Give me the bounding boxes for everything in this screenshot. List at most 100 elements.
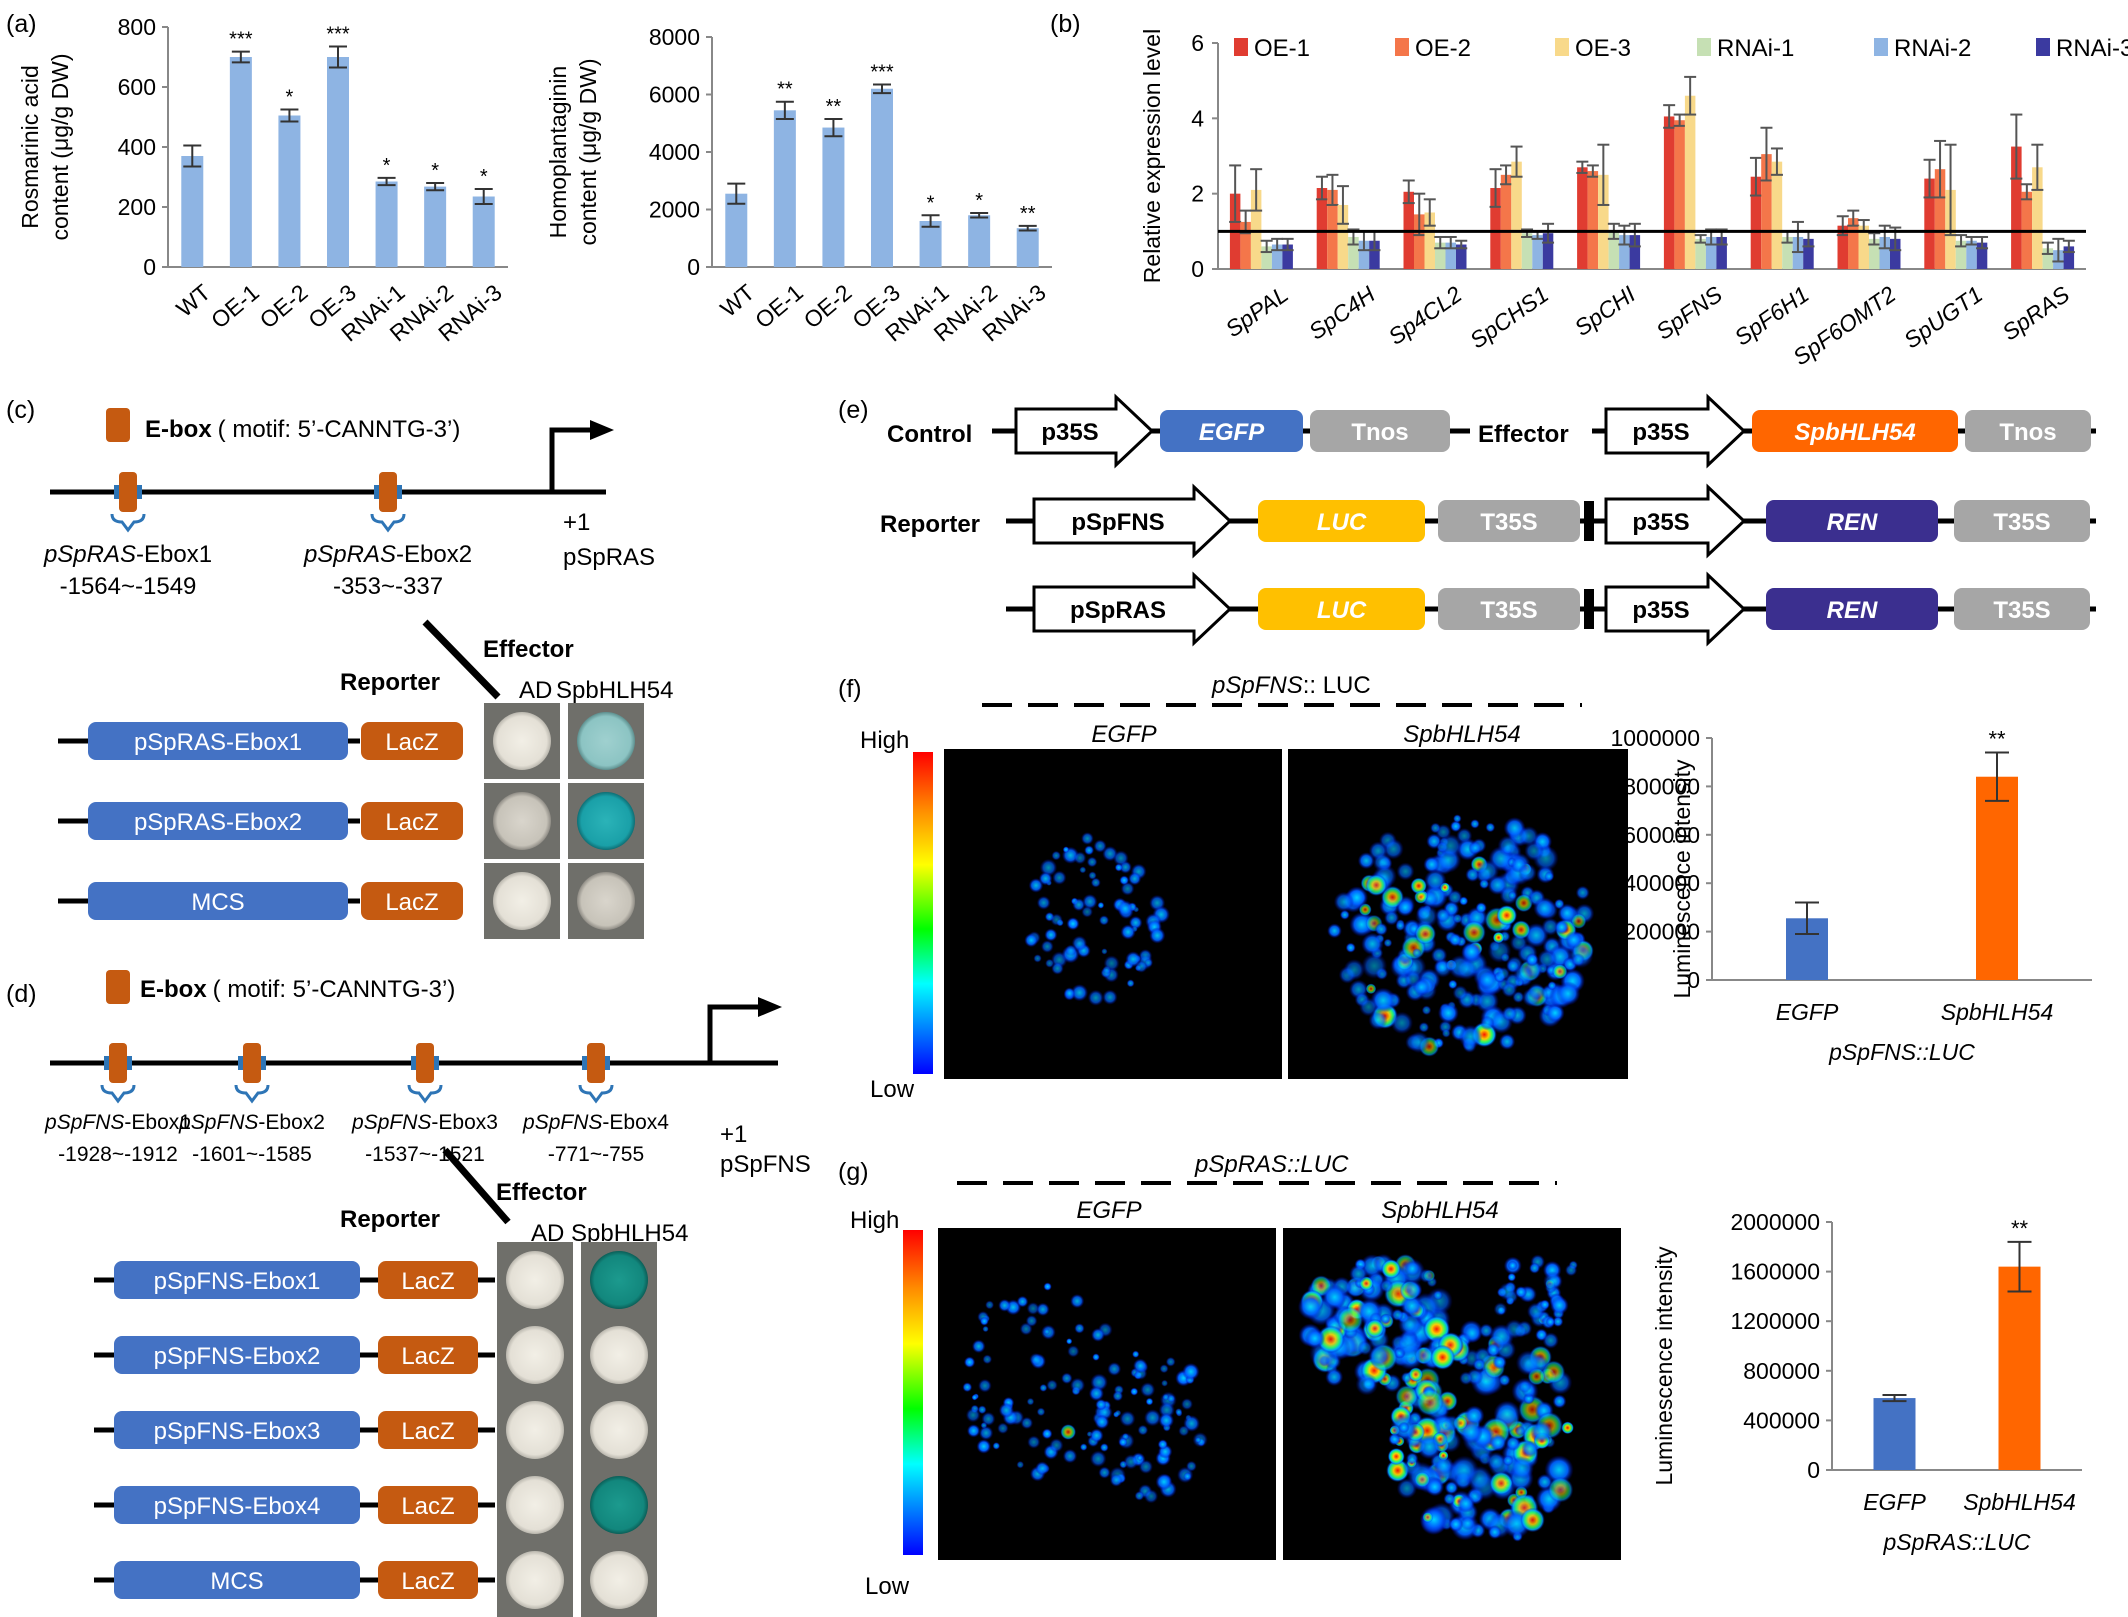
luminescence-spot xyxy=(1395,1331,1421,1357)
luminescence-spot xyxy=(1333,891,1354,913)
luminescence-spot xyxy=(1561,1421,1574,1435)
panel-label-g: (g) xyxy=(838,1158,869,1186)
luminescence-spot xyxy=(1430,822,1441,834)
bar xyxy=(1016,228,1039,267)
promoter-arrow xyxy=(1604,483,1747,559)
luminescence-image-bhlh xyxy=(1288,749,1628,1079)
ebox-site-name: pSpRAS-Ebox1 xyxy=(43,541,212,568)
luminescence-spot xyxy=(971,1394,978,1401)
luminescence-spot xyxy=(1497,835,1519,857)
promoter-arrow-label: p35S xyxy=(1632,419,1689,446)
bar xyxy=(1608,231,1620,269)
luminescence-spot xyxy=(1498,1033,1516,1050)
yeast-colony xyxy=(590,1326,648,1384)
y-tick-label: 2 xyxy=(1191,181,1204,207)
luminescence-spot xyxy=(1479,1015,1495,1031)
luminescence-spot xyxy=(1137,1424,1149,1436)
bar xyxy=(1848,218,1859,269)
luminescence-spot xyxy=(1479,1323,1494,1338)
promoter-label: pSpRAS xyxy=(563,544,655,571)
luminescence-spot xyxy=(1181,1398,1193,1411)
tnos-box xyxy=(1965,410,2091,452)
luminescence-spot xyxy=(1090,877,1101,888)
brace-icon xyxy=(370,513,406,533)
y-tick-label: 800 xyxy=(118,14,156,40)
y-axis-label: content (μg/g DW) xyxy=(47,53,73,240)
ren-box xyxy=(1766,588,1938,630)
y-axis-label: content (μg/g DW) xyxy=(575,58,601,245)
tss-arrow-fns xyxy=(707,1004,760,1063)
bhlh-box-label: SpbHLH54 xyxy=(1794,419,1915,446)
y-tick-label: 800000 xyxy=(1743,1358,1820,1384)
luminescence-spot xyxy=(1361,932,1384,956)
y-tick-label: 1200000 xyxy=(1730,1308,1820,1334)
y-tick-label: 2000 xyxy=(649,197,700,223)
yeast-colony xyxy=(506,1251,564,1309)
significance-label: ** xyxy=(777,79,793,101)
luminescence-spot xyxy=(1088,1385,1104,1402)
luminescence-spot xyxy=(1130,1387,1139,1396)
luminescence-spot xyxy=(1416,1434,1442,1460)
luminescence-spot xyxy=(1539,1299,1550,1310)
luminescence-spot xyxy=(1533,897,1556,920)
luminescence-spot xyxy=(1079,866,1087,874)
luminescence-spot xyxy=(1094,1414,1110,1430)
yeast-colony xyxy=(590,1251,648,1309)
bar xyxy=(424,186,447,267)
promoter-arrow xyxy=(1604,393,1747,469)
legend-swatch xyxy=(2036,38,2050,56)
luminescence-spot xyxy=(1475,902,1487,914)
luminescence-spot xyxy=(1542,1332,1559,1349)
panel-f-title: pSpFNS:: LUC xyxy=(1211,672,1371,699)
bar xyxy=(1619,235,1630,269)
luminescence-spot xyxy=(1396,862,1415,881)
brace-icon xyxy=(578,1084,614,1104)
significance-label: *** xyxy=(326,24,350,46)
luminescence-spot xyxy=(1128,872,1142,886)
separator-icon xyxy=(1584,589,1594,629)
luminescence-spot xyxy=(1136,1454,1143,1462)
luminescence-spot xyxy=(1062,1448,1078,1464)
promoter-box-label: pSpFNS-Ebox2 xyxy=(154,1343,321,1370)
luminescence-spot xyxy=(1498,1374,1511,1387)
panel-g-title: pSpRAS::LUC xyxy=(1194,1151,1349,1178)
promoter-arrow-label: p35S xyxy=(1632,597,1689,624)
luminescence-spot xyxy=(1065,944,1077,957)
luminescence-spot xyxy=(1050,913,1063,926)
bar xyxy=(1873,1398,1916,1470)
luminescence-spot xyxy=(997,1422,1009,1435)
luminescence-spot xyxy=(1088,871,1097,880)
luminescence-spot xyxy=(1345,942,1356,953)
luminescence-spot xyxy=(982,1354,993,1365)
promoter-box xyxy=(114,1486,360,1524)
luminescence-spot xyxy=(1493,1302,1508,1317)
bar xyxy=(375,181,398,267)
significance-label: ** xyxy=(2011,1216,2029,1241)
brace-icon xyxy=(100,1084,136,1104)
luminescence-spot xyxy=(1541,917,1560,936)
ebox-site-name: pSpFNS-Ebox4 xyxy=(522,1111,669,1134)
ren-box-label: REN xyxy=(1827,597,1878,624)
significance-label: * xyxy=(431,160,439,182)
luminescence-spot xyxy=(1525,953,1539,967)
luminescence-spot xyxy=(963,1356,976,1368)
luminescence-spot xyxy=(979,1316,989,1326)
promoter-box-label: MCS xyxy=(210,1568,263,1595)
bar xyxy=(1500,174,1512,269)
bar xyxy=(1445,242,1456,269)
luminescence-spot xyxy=(1365,1319,1385,1338)
luminescence-spot xyxy=(1101,948,1108,955)
luminescence-spot xyxy=(1098,915,1110,926)
luminescence-spot xyxy=(1070,1294,1085,1309)
luminescence-spot xyxy=(1421,1005,1432,1015)
luminescence-spot xyxy=(1396,898,1415,917)
yeast-colony xyxy=(577,872,635,930)
lacz-label: LacZ xyxy=(401,1493,454,1520)
luminescence-spot xyxy=(1079,1443,1088,1451)
luminescence-spot xyxy=(1459,1371,1473,1386)
bar xyxy=(1976,776,2018,980)
yeast-colony xyxy=(506,1476,564,1534)
luminescence-spot xyxy=(1545,1317,1556,1327)
bar xyxy=(871,88,893,267)
promoter-arrow-label: p35S xyxy=(1632,509,1689,536)
